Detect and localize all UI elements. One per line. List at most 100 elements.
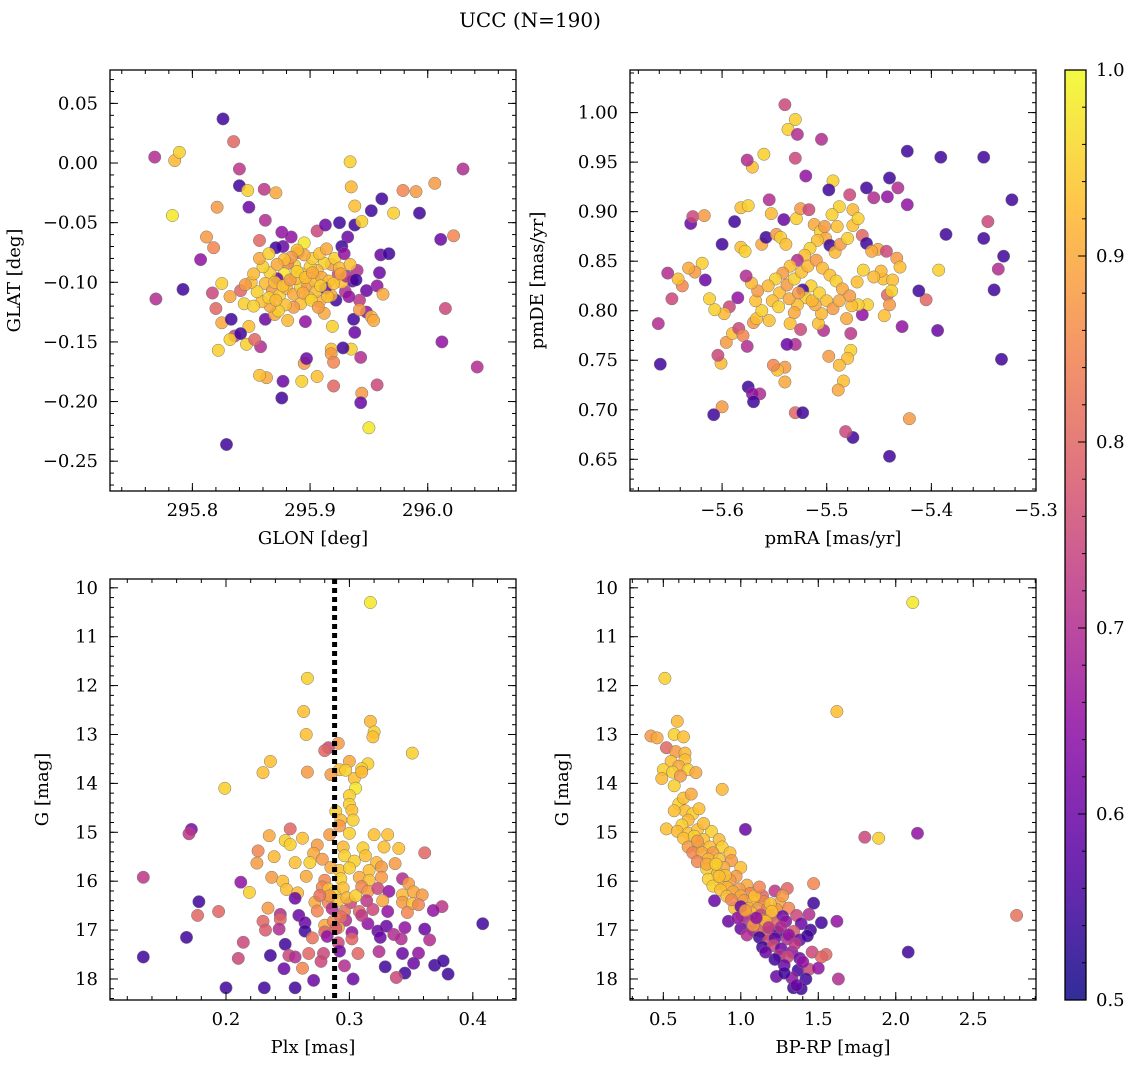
data-point [731,291,745,305]
data-point [211,343,225,357]
panel-plx-g: 0.2 0.3 0.4 10 11 12 13 14 15 16 17 18 Plx [mas] G [m… [32,578,517,1058]
data-point [342,290,356,304]
data-point [227,135,241,149]
data-point [912,284,926,298]
data-point [381,828,395,842]
data-point [257,981,271,995]
panel-bprp-g: 0.5 1.0 1.5 2.0 2.5 10 11 12 13 14 15 16 17 18 BP-RP [… [552,578,1037,1058]
y-axis-label: G [mag] [32,753,53,826]
data-point [418,922,432,936]
data-point [883,449,896,463]
data-point [400,906,414,919]
data-point [762,314,776,328]
data-point [192,895,206,909]
data-point [783,317,797,331]
data-point [283,838,297,851]
data-point [741,199,755,213]
colorbar-tick-label: 0.9 [1096,246,1125,267]
data-point [977,231,991,245]
data-point [358,849,372,863]
data-point [1005,193,1019,207]
data-point [434,232,448,246]
data-point [830,220,844,233]
data-point [794,323,808,336]
data-point [242,319,256,333]
data-point [360,894,374,908]
scatter-points [148,112,484,451]
data-point [288,891,302,905]
data-point [788,113,802,126]
x-tick-label: −5.4 [910,500,954,521]
x-tick-label: 0.2 [212,1009,241,1030]
data-point [814,916,828,930]
data-point [251,844,265,858]
data-point [339,763,353,777]
x-tick-label: −5.5 [805,500,849,521]
data-point [346,972,360,986]
data-point [248,333,262,346]
data-point [650,731,664,745]
data-point [900,198,914,212]
data-point [409,185,423,199]
data-point [749,911,763,925]
data-point [807,877,821,891]
y-tick-label: 11 [75,627,98,648]
y-tick-label: −0.15 [43,332,98,353]
x-tick-label: 296.0 [402,500,454,521]
data-point [435,335,449,349]
data-point [366,903,380,916]
data-point [367,828,381,842]
y-tick-label: 18 [75,969,98,990]
data-point [800,929,814,943]
data-point [216,112,230,126]
data-point [704,824,718,838]
data-point [366,730,380,744]
data-point [342,861,356,875]
data-point [794,917,808,931]
data-point [799,169,813,183]
data-point [682,261,696,275]
data-point [375,192,389,206]
data-point [392,841,406,855]
y-tick-label: 16 [595,871,618,892]
data-point [362,421,376,435]
data-point [670,714,684,728]
data-point [307,973,321,987]
data-point [885,284,899,298]
data-point [367,314,381,327]
data-point [320,242,333,256]
data-point [376,894,390,908]
data-point [850,275,864,289]
data-point [755,304,769,318]
data-point [314,279,328,293]
data-point [336,341,350,355]
data-point [902,412,916,426]
data-point [165,209,179,222]
data-point [779,237,793,251]
data-point [426,904,440,917]
data-point [765,905,779,918]
data-point [825,208,839,222]
y-tick-label: 0.05 [58,93,98,114]
data-point [695,256,709,270]
data-point [715,237,729,251]
data-point [388,857,402,871]
data-point [263,754,277,768]
data-point [247,299,261,313]
data-point [176,282,190,296]
data-point [777,966,791,980]
data-point [697,209,711,223]
data-point [738,904,752,917]
data-point [342,826,356,840]
data-point [223,333,237,346]
data-point [822,183,836,197]
data-point [354,396,368,410]
y-tick-label: 10 [75,578,98,599]
data-point [220,438,233,451]
data-point [310,904,324,918]
data-point [300,671,314,685]
x-tick-label: 295.8 [167,500,219,521]
data-point [719,335,733,349]
data-point [296,961,309,975]
data-point [394,932,408,946]
